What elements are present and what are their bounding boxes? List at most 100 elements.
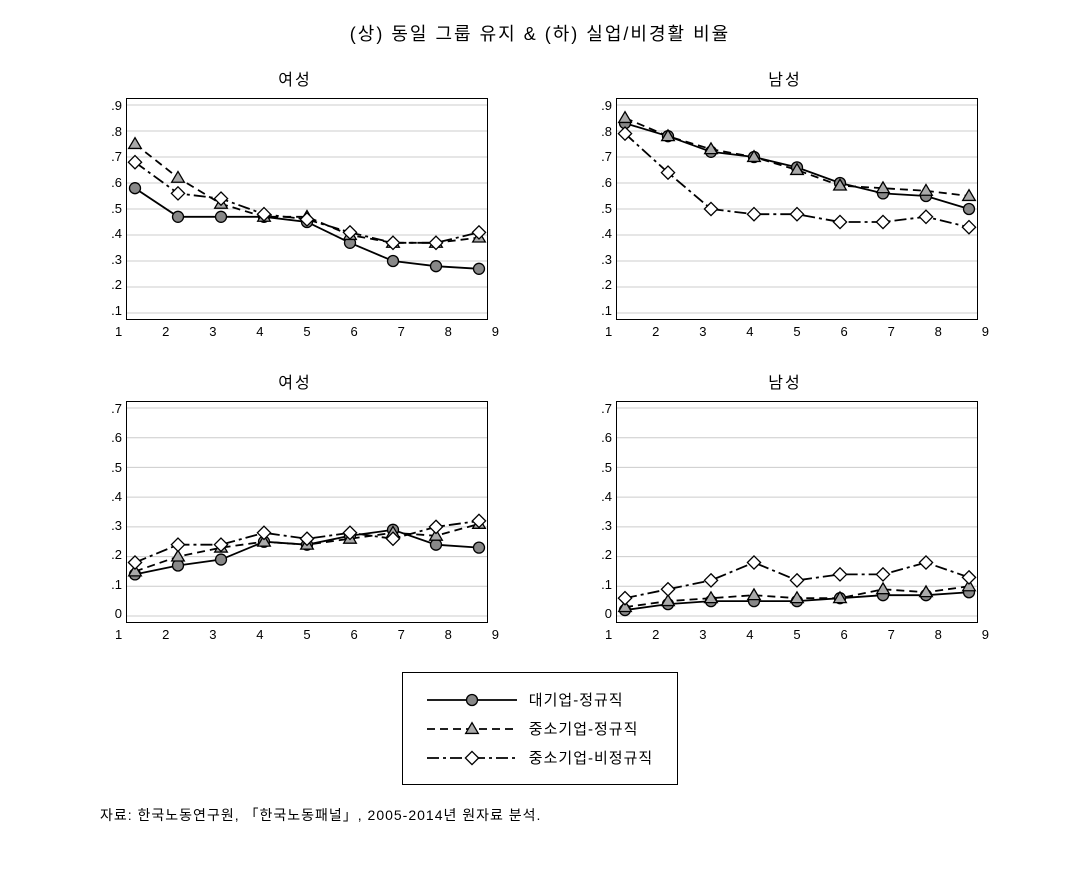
y-tick-label: .3 xyxy=(592,252,612,267)
y-tick-label: .7 xyxy=(592,401,612,416)
y-tick-label: 0 xyxy=(102,606,122,621)
y-tick-label: .3 xyxy=(102,518,122,533)
x-tick-label: 8 xyxy=(935,627,942,642)
plot-area xyxy=(616,98,978,320)
subplot-top-left: 여성 .1.2.3.4.5.6.7.8.9 123456789 xyxy=(80,66,510,339)
main-title: (상) 동일 그룹 유지 & (하) 실업/비경활 비율 xyxy=(20,20,1060,46)
y-tick-label: .9 xyxy=(592,98,612,113)
x-tick-label: 6 xyxy=(350,627,357,642)
subplot-title: 여성 xyxy=(278,66,311,90)
x-tick-label: 9 xyxy=(492,627,499,642)
x-tick-label: 9 xyxy=(982,627,989,642)
y-tick-label: .8 xyxy=(592,124,612,139)
y-tick-label: .4 xyxy=(102,489,122,504)
y-tick-label: .4 xyxy=(592,226,612,241)
legend-label: 중소기업-비정규직 xyxy=(529,747,653,768)
y-tick-label: .6 xyxy=(592,430,612,445)
x-tick-label: 5 xyxy=(793,627,800,642)
x-axis: 123456789 xyxy=(91,320,499,339)
y-tick-label: .5 xyxy=(102,460,122,475)
legend-item: 중소기업-비정규직 xyxy=(427,743,653,772)
x-tick-label: 1 xyxy=(605,324,612,339)
x-tick-label: 6 xyxy=(350,324,357,339)
x-tick-label: 2 xyxy=(162,627,169,642)
legend-line-icon xyxy=(427,690,517,710)
x-tick-label: 1 xyxy=(115,627,122,642)
x-tick-label: 5 xyxy=(793,324,800,339)
x-tick-label: 2 xyxy=(652,324,659,339)
y-tick-label: .3 xyxy=(592,518,612,533)
y-tick-label: 0 xyxy=(592,606,612,621)
x-tick-label: 6 xyxy=(840,324,847,339)
x-tick-label: 8 xyxy=(935,324,942,339)
plot-area xyxy=(126,98,488,320)
y-axis: 0 .1 .2 .3 .4 .5 .6 .7 xyxy=(102,401,126,621)
legend-label: 중소기업-정규직 xyxy=(529,718,639,739)
x-tick-label: 4 xyxy=(256,324,263,339)
x-tick-label: 1 xyxy=(115,324,122,339)
y-axis: 0 .1 .2 .3 .4 .5 .6 .7 xyxy=(592,401,616,621)
y-tick-label: .9 xyxy=(102,98,122,113)
plot-area xyxy=(616,401,978,623)
figure-container: (상) 동일 그룹 유지 & (하) 실업/비경활 비율 여성 .1 .2 .3 .4… xyxy=(20,20,1060,825)
y-tick-label: .1 xyxy=(592,577,612,592)
x-tick-label: 7 xyxy=(398,324,405,339)
y-tick-label: .6 xyxy=(102,430,122,445)
y-tick-label: .7 xyxy=(102,149,122,164)
subplot-title: 남성 xyxy=(768,369,801,393)
x-tick-label: 8 xyxy=(445,324,452,339)
x-tick-label: 3 xyxy=(209,324,216,339)
x-axis: 1 2 3 4 5 6 7 8 9 xyxy=(581,623,989,642)
y-tick-label: .1 xyxy=(102,303,122,318)
y-tick-label: .6 xyxy=(592,175,612,190)
x-tick-label: 9 xyxy=(982,324,989,339)
legend-label: 대기업-정규직 xyxy=(529,689,624,710)
x-tick-label: 3 xyxy=(209,627,216,642)
footnote: 자료: 한국노동연구원, 「한국노동패널」, 2005-2014년 원자료 분석… xyxy=(20,805,1060,825)
y-tick-label: .6 xyxy=(102,175,122,190)
chart-grid: 여성 .1 .2 .3 .4 .5 .6 .7 .8 .9 1 2 3 4 5 6 7 8 9 남성 .1 .2.… xyxy=(20,66,1060,642)
x-tick-label: 1 xyxy=(605,627,612,642)
subplot-bottom-right: 남성 0 .1 .2 .3 .4 .5 .6 .7 1 2 3 4 5 6 7 8 9 xyxy=(570,369,1000,642)
legend-box: 대기업-정규직 중소기업-정규직 중소기업-비정규직 xyxy=(402,672,678,785)
x-tick-label: 6 xyxy=(840,627,847,642)
y-tick-label: .5 xyxy=(592,460,612,475)
x-tick-label: 4 xyxy=(746,627,753,642)
x-tick-label: 3 xyxy=(699,324,706,339)
y-tick-label: .2 xyxy=(102,547,122,562)
y-tick-label: .1 xyxy=(102,577,122,592)
y-tick-label: .5 xyxy=(102,201,122,216)
legend-item: 대기업-정규직 xyxy=(427,685,653,714)
y-tick-label: .4 xyxy=(592,489,612,504)
x-tick-label: 9 xyxy=(492,324,499,339)
y-tick-label: .5 xyxy=(592,201,612,216)
y-tick-label: .2 xyxy=(592,547,612,562)
x-tick-label: 5 xyxy=(303,627,310,642)
x-axis: 1 2 3 4 5 6 7 8 9 xyxy=(581,320,989,339)
plot-area xyxy=(126,401,488,623)
y-axis: .1.2.3.4.5.6.7.8.9 xyxy=(102,98,126,318)
x-tick-label: 4 xyxy=(256,627,263,642)
subplot-top-right: 남성 .1.2.3.4.5.6.7.8.9 123456789 xyxy=(570,66,1000,339)
x-tick-label: 4 xyxy=(746,324,753,339)
x-tick-label: 8 xyxy=(445,627,452,642)
x-tick-label: 7 xyxy=(888,627,895,642)
subplot-title: 여성 xyxy=(278,369,311,393)
subplot-bottom-left: 여성 0 .1 .2 .3 .4 .5 .6 .7 1 2 3 4 5 6 7 8 9 xyxy=(80,369,510,642)
legend-line-icon xyxy=(427,719,517,739)
x-tick-label: 5 xyxy=(303,324,310,339)
y-tick-label: .8 xyxy=(102,124,122,139)
y-tick-label: .7 xyxy=(592,149,612,164)
x-axis: 1 2 3 4 5 6 7 8 9 xyxy=(91,623,499,642)
y-axis: .1.2.3.4.5.6.7.8.9 xyxy=(592,98,616,318)
x-tick-label: 7 xyxy=(888,324,895,339)
legend-line-icon xyxy=(427,748,517,768)
subplot-title: 남성 xyxy=(768,66,801,90)
y-tick-label: .7 xyxy=(102,401,122,416)
y-tick-label: .2 xyxy=(592,277,612,292)
y-tick-label: .4 xyxy=(102,226,122,241)
x-tick-label: 2 xyxy=(652,627,659,642)
legend-item: 중소기업-정규직 xyxy=(427,714,653,743)
x-tick-label: 7 xyxy=(398,627,405,642)
x-tick-label: 3 xyxy=(699,627,706,642)
